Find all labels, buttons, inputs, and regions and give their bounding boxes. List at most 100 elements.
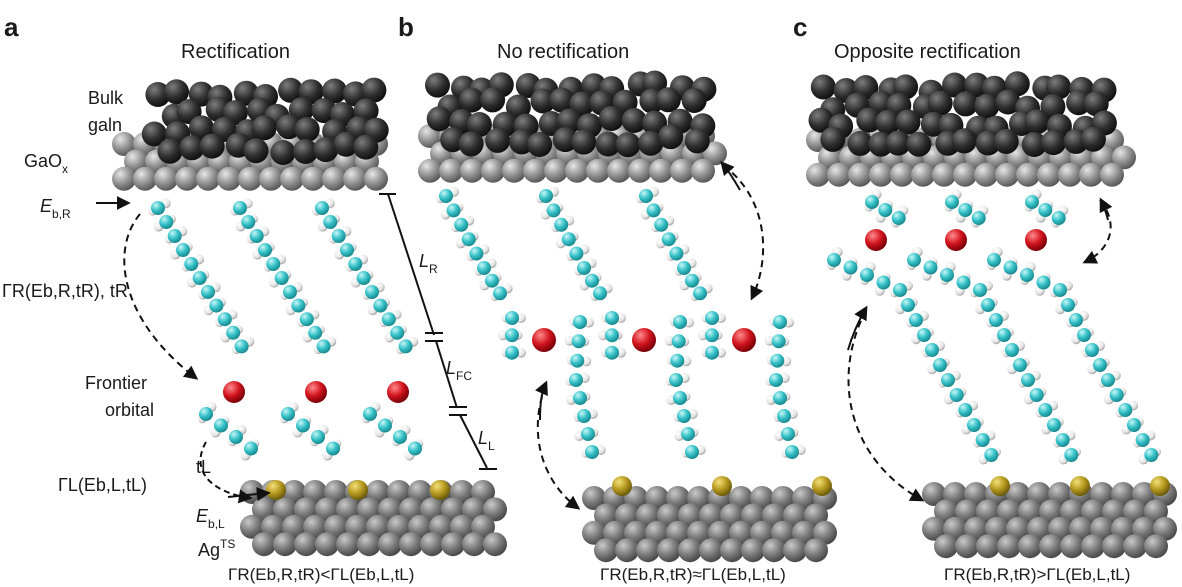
carbon-atom <box>693 286 707 301</box>
carbon-atom <box>949 388 964 402</box>
carbon-atom <box>151 201 165 215</box>
galn-atom <box>293 139 318 164</box>
panel-c-title: Opposite rectification <box>834 41 1021 63</box>
carbon-atom <box>585 445 599 459</box>
carbon-atom <box>167 229 182 243</box>
galn-atom <box>459 87 484 113</box>
carbon-atom <box>315 201 329 215</box>
carbon-atom <box>1005 343 1019 357</box>
carbon-atom <box>773 391 787 405</box>
carbon-atom <box>229 430 243 444</box>
carbon-atom <box>554 217 569 232</box>
carbon-atom <box>281 407 295 421</box>
sulfur-atom <box>812 476 832 496</box>
carbon-atom <box>1038 203 1053 217</box>
carbon-atom <box>539 189 553 203</box>
carbon-atom <box>669 246 684 261</box>
galn-atom <box>895 109 921 135</box>
oxide-atom <box>481 158 505 183</box>
carbon-atom <box>843 260 858 275</box>
oxide-atom <box>932 162 956 187</box>
galn-atom <box>485 127 511 153</box>
carbon-atom <box>570 353 585 368</box>
carbon-atom <box>865 195 879 209</box>
silver-atom <box>922 482 946 506</box>
panel-b-condition: ΓR(Eb,R,tR)≈ΓL(Eb,L,tL) <box>600 565 786 584</box>
silver-atom <box>699 538 723 563</box>
carbon-atom <box>1069 313 1083 327</box>
frontier-orbital-label-1: Frontier <box>85 373 147 393</box>
carbon-atom <box>987 253 1001 267</box>
carbon-atom <box>685 273 699 288</box>
carbon-atom <box>705 345 719 360</box>
carbon-atom <box>654 217 669 232</box>
carbon-atom <box>907 253 921 267</box>
carbon-atom <box>378 418 392 433</box>
carbon-atom <box>192 271 207 285</box>
carbon-atom <box>1118 403 1133 417</box>
oxide-atom <box>544 158 568 183</box>
carbon-atom <box>176 243 190 257</box>
carbon-atom <box>569 246 584 261</box>
silver-atom <box>378 532 402 557</box>
silver-atom <box>934 534 958 559</box>
carbon-atom <box>984 448 999 462</box>
panel-a-structure <box>112 77 507 557</box>
galn-atom <box>270 140 296 165</box>
galn-atom <box>995 89 1021 115</box>
carbon-atom <box>769 373 783 387</box>
silver-atom <box>336 532 360 557</box>
silver-atom <box>636 538 660 563</box>
l-l-label: LL <box>478 428 495 453</box>
oxide-atom <box>133 166 157 191</box>
carbon-atom <box>226 325 241 340</box>
oxide-atom <box>301 166 325 191</box>
silver-atom <box>997 534 1021 559</box>
carbon-atom <box>1055 433 1070 447</box>
carbon-atom <box>997 328 1011 342</box>
carbon-atom <box>201 285 215 299</box>
galn-atom <box>810 74 836 100</box>
oxide-atom <box>112 166 136 191</box>
carbon-atom <box>958 203 973 217</box>
galn-atom <box>426 106 452 132</box>
carbon-atom <box>901 298 915 312</box>
silver-atom <box>1039 534 1063 559</box>
silver-atom <box>762 538 786 563</box>
oxide-atom <box>112 132 136 156</box>
silver-atom <box>483 497 507 522</box>
galn-atom <box>975 130 1001 156</box>
panel-c-left-arrow <box>847 309 925 502</box>
carbon-atom <box>1053 283 1067 297</box>
carbon-atom <box>671 334 686 349</box>
carbon-atom <box>1064 448 1079 462</box>
galn-atom <box>333 131 359 157</box>
oxide-atom <box>196 166 220 191</box>
carbon-atom <box>291 298 306 313</box>
frontier-orbital-atom <box>945 229 967 251</box>
sulfur-atom <box>990 476 1010 496</box>
carbon-atom <box>398 339 413 354</box>
panel-b-title: No rectification <box>497 41 629 63</box>
galn-atom <box>556 108 582 134</box>
galn-atom <box>233 80 259 106</box>
panel-a-title: Rectification <box>181 41 290 63</box>
galn-atom <box>847 130 873 156</box>
galn-atom <box>951 128 977 154</box>
silver-atom <box>1123 534 1147 559</box>
oxide-atom <box>217 166 241 191</box>
oxide-atom <box>670 158 694 183</box>
galn-atom <box>1080 126 1106 152</box>
oxide-atom <box>238 166 262 191</box>
silver-atom <box>1102 534 1126 559</box>
carbon-atom <box>917 328 931 342</box>
oxide-atom <box>848 162 872 187</box>
carbon-atom <box>670 353 685 368</box>
silver-atom <box>294 532 318 557</box>
galn-atom <box>875 109 901 135</box>
silver-atom <box>582 486 606 510</box>
panel-c-left-arrow-top <box>847 305 868 351</box>
galn-atom <box>276 114 302 140</box>
oxide-atom <box>259 166 283 191</box>
galn-atom <box>974 93 1000 119</box>
